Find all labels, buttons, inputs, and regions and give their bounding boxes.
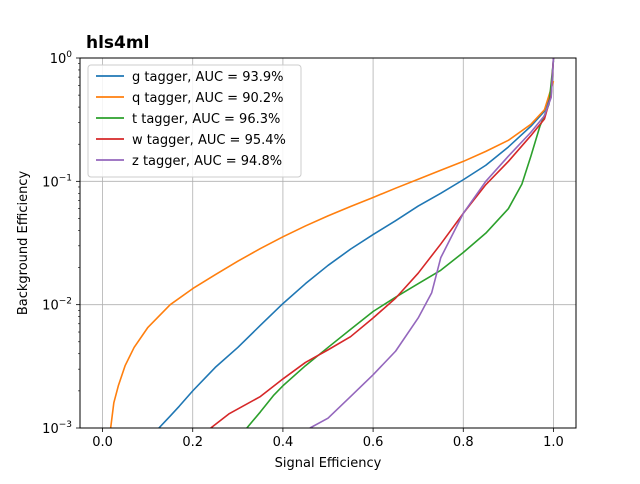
chart-title: hls4ml	[86, 33, 149, 53]
series-line-2	[246, 60, 555, 428]
legend-box	[87, 64, 302, 178]
y-tick-label: 10−3	[42, 420, 72, 437]
series-line-3	[210, 58, 555, 428]
series-line-4	[309, 58, 555, 428]
legend-label: g tagger, AUC = 93.9%	[132, 70, 284, 85]
y-tick-label: 10−1	[42, 173, 72, 190]
plot-frame	[79, 57, 577, 429]
series-lines	[109, 58, 555, 428]
legend-label: q tagger, AUC = 90.2%	[132, 91, 284, 106]
legend-label: w tagger, AUC = 95.4%	[132, 133, 286, 148]
x-tick-label: 0.8	[453, 435, 474, 450]
legend: g tagger, AUC = 93.9% q tagger, AUC = 90.…	[87, 64, 302, 178]
axis-ticks: 0.0 0.2 0.4 0.6 0.8 1.0 10−3 10−2 10−1 100	[42, 50, 564, 450]
x-tick-label: 1.0	[543, 435, 564, 450]
y-tick-label: 10−2	[42, 297, 72, 314]
x-axis-label: Signal Efficiency	[275, 456, 382, 471]
x-tick-label: 0.0	[92, 435, 113, 450]
x-tick-label: 0.6	[363, 435, 384, 450]
legend-label: t tagger, AUC = 96.3%	[132, 112, 280, 127]
y-axis-label: Background Efficiency	[16, 171, 31, 316]
y-tick-label: 100	[50, 50, 73, 67]
series-line-0	[158, 58, 555, 428]
x-tick-label: 0.2	[182, 435, 203, 450]
series-line-1	[109, 80, 555, 428]
legend-label: z tagger, AUC = 94.8%	[132, 154, 282, 169]
x-tick-label: 0.4	[273, 435, 294, 450]
